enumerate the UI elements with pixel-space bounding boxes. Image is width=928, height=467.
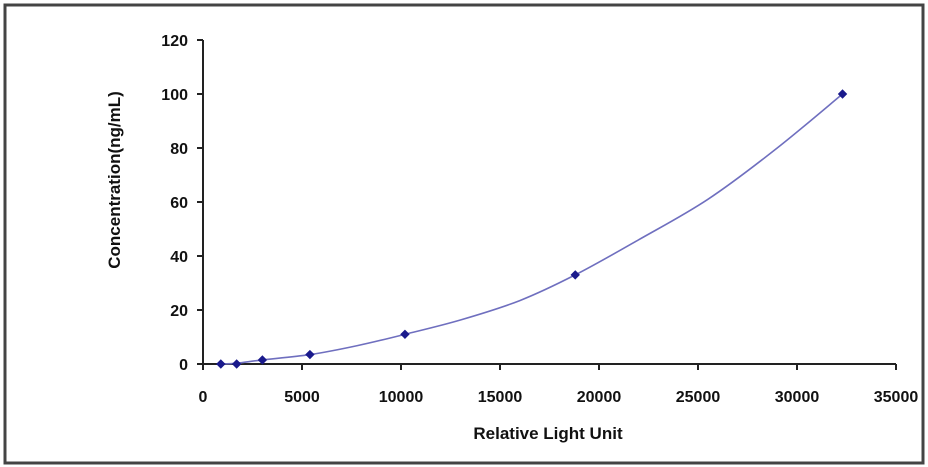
y-tick-label: 120 bbox=[161, 33, 188, 50]
data-point bbox=[400, 329, 410, 340]
x-tick-label: 20000 bbox=[577, 389, 622, 406]
x-tick-label: 0 bbox=[199, 389, 208, 406]
tick-marks bbox=[197, 39, 897, 370]
data-point bbox=[570, 270, 580, 280]
data-points bbox=[216, 89, 848, 369]
y-tick-label: 0 bbox=[179, 357, 188, 374]
y-tick-label: 20 bbox=[170, 303, 188, 320]
x-tick-label: 25000 bbox=[676, 389, 721, 406]
y-tick-label: 60 bbox=[170, 195, 188, 212]
y-tick-label: 40 bbox=[170, 249, 188, 266]
tick-labels: 0 5000 10000 15000 20000 25000 30000 35000 0 20 40… bbox=[161, 33, 918, 406]
x-tick-label: 10000 bbox=[379, 389, 424, 406]
data-point bbox=[837, 89, 848, 99]
x-tick-label: 5000 bbox=[284, 389, 320, 406]
data-point bbox=[231, 359, 242, 369]
x-tick-label: 35000 bbox=[874, 389, 919, 406]
data-point bbox=[216, 359, 226, 369]
x-axis-title: Relative Light Unit bbox=[473, 424, 623, 443]
y-tick-label: 80 bbox=[170, 141, 188, 158]
x-tick-label: 15000 bbox=[478, 389, 523, 406]
data-point bbox=[305, 349, 315, 360]
x-tick-label: 30000 bbox=[775, 389, 820, 406]
data-point bbox=[257, 355, 268, 365]
outer-frame bbox=[3, 3, 925, 465]
y-tick-label: 100 bbox=[161, 87, 188, 104]
y-axis-title: Concentration(ng/mL) bbox=[105, 91, 124, 269]
